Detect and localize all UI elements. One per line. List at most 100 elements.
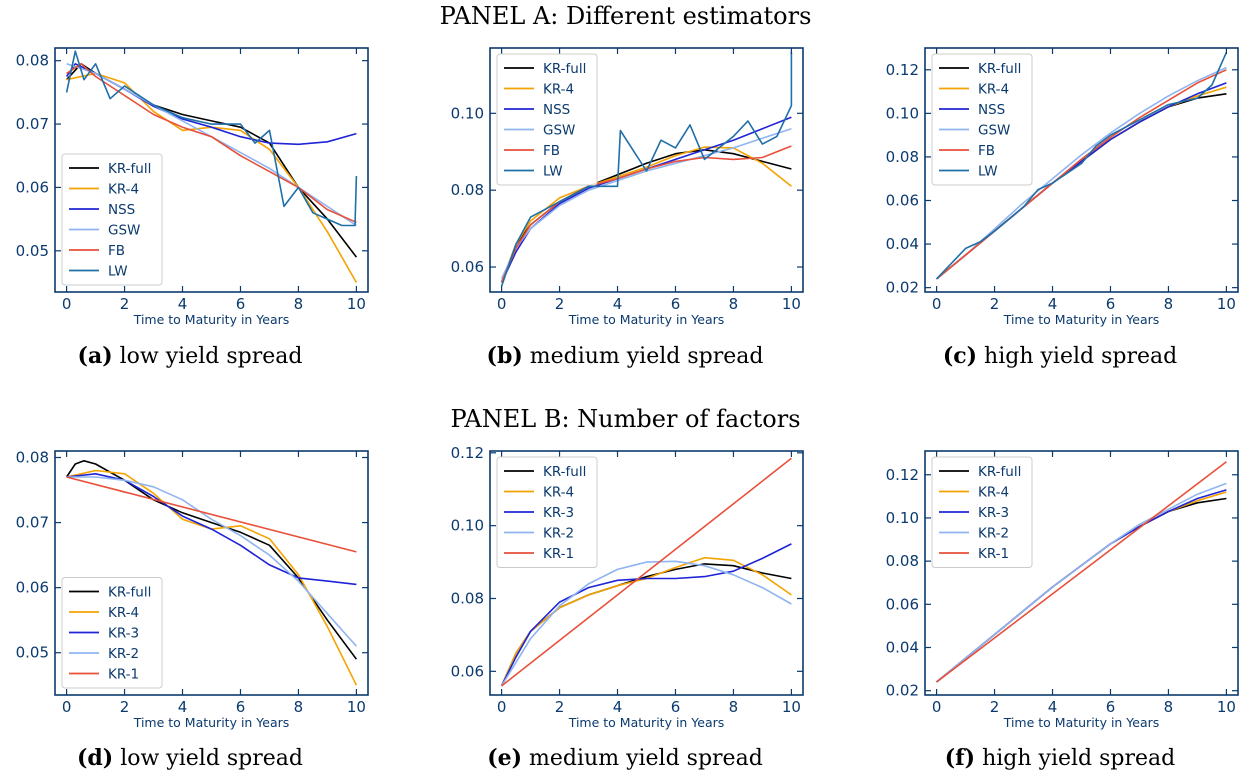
x-tick-label: 8 xyxy=(294,295,304,313)
x-tick-label: 0 xyxy=(62,295,72,313)
series-line-gsw xyxy=(500,127,792,279)
legend-label: KR-full xyxy=(978,464,1021,480)
y-tick-label: 0.10 xyxy=(886,104,919,122)
y-tick-label: 0.07 xyxy=(16,115,49,133)
legend: KR-full KR-4 KR-3 KR-2 KR-1 xyxy=(931,456,1033,568)
y-tick-label: 0.02 xyxy=(886,682,919,700)
y-tick-label: 0.10 xyxy=(451,517,484,535)
x-tick-label: 8 xyxy=(294,698,304,716)
y-tick-label: 0.04 xyxy=(886,638,919,656)
legend-box xyxy=(61,153,163,286)
y-tick-label: 0.08 xyxy=(16,449,49,467)
legend-label: FB xyxy=(108,243,125,259)
series-line-kr-1 xyxy=(501,457,792,687)
plot-frame xyxy=(924,47,1239,293)
x-tick-label: 2 xyxy=(120,698,130,716)
x-tick-label: 8 xyxy=(1164,295,1174,313)
panel-b-title: PANEL B: Number of factors xyxy=(450,405,801,433)
legend-label: GSW xyxy=(543,123,575,139)
legend-label: KR-1 xyxy=(543,546,574,562)
caption-d: (d) low yield spread xyxy=(76,745,303,771)
series-group xyxy=(65,50,358,283)
series-group xyxy=(500,51,793,287)
x-tick-label: 10 xyxy=(782,295,801,313)
plot-frame xyxy=(489,47,804,293)
y-tick-label: 0.10 xyxy=(886,509,919,527)
chart-b: 0 2 4 6 8 10 0.06 0.08 0.10 Time to Maturity in Y… xyxy=(451,47,804,327)
legend-box xyxy=(496,456,598,568)
x-tick-label: 10 xyxy=(347,295,366,313)
chart-f: 0 2 4 6 8 10 0.02 0.04 0.06 0.08 0.10 0.12 Time to M… xyxy=(886,450,1239,730)
legend: KR-full KR-4 KR-3 KR-2 KR-1 xyxy=(61,577,163,689)
legend-label: KR-2 xyxy=(543,526,574,542)
legend-label: KR-1 xyxy=(978,546,1009,562)
legend-label: KR-4 xyxy=(543,82,574,98)
series-line-kr-1 xyxy=(936,461,1227,683)
y-tick-label: 0.12 xyxy=(886,61,919,79)
series-group xyxy=(936,52,1228,280)
legend-box xyxy=(61,577,163,689)
series-group xyxy=(936,461,1227,683)
series-line-kr-3 xyxy=(500,543,792,687)
caption-b: (b) medium yield spread xyxy=(486,343,764,369)
y-tick-label: 0.05 xyxy=(16,242,49,260)
series-line-kr-full xyxy=(500,563,792,687)
x-axis-label: Time to Maturity in Years xyxy=(568,715,725,730)
legend-label: GSW xyxy=(108,223,140,239)
chart-d: 0 2 4 6 8 10 0.05 0.06 0.07 0.08 Time to Maturity … xyxy=(16,449,369,730)
plot-frame xyxy=(54,450,369,696)
legend-box xyxy=(496,53,598,186)
x-tick-label: 4 xyxy=(178,295,188,313)
legend-label: KR-full xyxy=(543,464,586,480)
x-tick-label: 2 xyxy=(555,698,565,716)
series-line-lw xyxy=(936,52,1228,280)
legend-label: LW xyxy=(108,264,128,280)
y-tick-label: 0.12 xyxy=(451,444,484,462)
x-tick-label: 4 xyxy=(1048,698,1058,716)
legend-label: KR-1 xyxy=(108,667,139,683)
y-tick-label: 0.04 xyxy=(886,235,919,253)
y-tick-label: 0.02 xyxy=(886,279,919,297)
legend-label: NSS xyxy=(978,102,1005,118)
x-tick-label: 2 xyxy=(990,295,1000,313)
legend: KR-full KR-4 NSS GSW FB LW xyxy=(61,153,163,286)
legend-label: KR-full xyxy=(108,585,151,601)
x-tick-label: 0 xyxy=(62,698,72,716)
x-tick-label: 4 xyxy=(613,295,623,313)
x-axis-label: Time to Maturity in Years xyxy=(133,715,290,730)
y-tick-label: 0.08 xyxy=(16,52,49,70)
series-line-nss xyxy=(65,62,357,146)
x-tick-label: 6 xyxy=(671,698,681,716)
legend-label: KR-4 xyxy=(543,485,574,501)
x-axis-label: Time to Maturity in Years xyxy=(1003,312,1160,327)
x-tick-label: 6 xyxy=(236,698,246,716)
legend-label: GSW xyxy=(978,123,1010,139)
legend-label: KR-full xyxy=(108,161,151,177)
series-line-kr-2 xyxy=(500,560,792,687)
x-tick-label: 6 xyxy=(1106,295,1116,313)
y-tick-label: 0.08 xyxy=(451,181,484,199)
x-tick-label: 0 xyxy=(497,295,507,313)
legend-label: KR-2 xyxy=(978,526,1009,542)
chart-c: 0 2 4 6 8 10 0.02 0.04 0.06 0.08 0.10 0.12 Time to M… xyxy=(886,47,1239,327)
series-line-fb xyxy=(500,145,792,283)
legend-label: NSS xyxy=(108,202,135,218)
x-tick-label: 2 xyxy=(990,698,1000,716)
legend-box xyxy=(931,53,1033,186)
series-group xyxy=(500,457,792,687)
series-line-lw xyxy=(500,51,793,287)
x-tick-label: 6 xyxy=(236,295,246,313)
caption-c: (c) high yield spread xyxy=(942,343,1178,369)
y-tick-label: 0.06 xyxy=(451,662,484,680)
chart-a: 0 2 4 6 8 10 0.05 0.06 0.07 0.08 Time to Maturity … xyxy=(16,47,369,327)
x-tick-label: 10 xyxy=(1217,295,1236,313)
series-line-kr-2 xyxy=(66,476,357,647)
x-tick-label: 0 xyxy=(497,698,507,716)
legend-label: KR-4 xyxy=(108,182,139,198)
series-line-lw xyxy=(65,50,358,227)
y-tick-label: 0.08 xyxy=(886,552,919,570)
y-tick-label: 0.06 xyxy=(886,192,919,210)
x-tick-label: 10 xyxy=(782,698,801,716)
legend: KR-full KR-4 NSS GSW FB LW xyxy=(496,53,598,186)
x-axis-label: Time to Maturity in Years xyxy=(568,312,725,327)
